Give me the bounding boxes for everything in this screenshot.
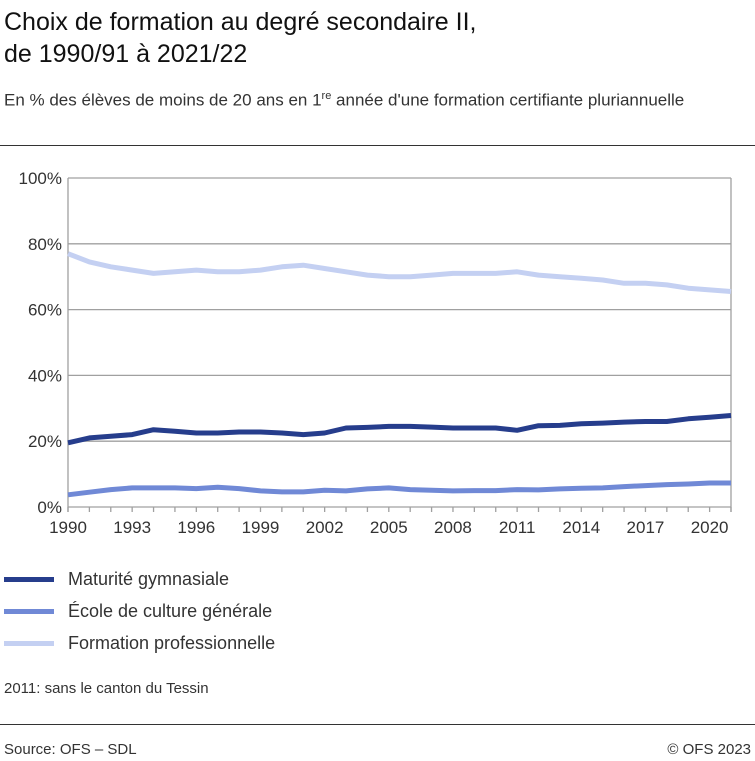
footnote: 2011: sans le canton du Tessin [4, 680, 209, 697]
copyright: © OFS 2023 [667, 741, 751, 758]
chart-title: Choix de formation au degré secondaire I… [4, 6, 744, 70]
legend-swatch [4, 608, 54, 614]
legend-label: Maturité gymnasiale [68, 568, 230, 589]
series-line-2 [67, 251, 732, 294]
x-tick-label: 2017 [627, 518, 665, 537]
title-line-2: de 1990/91 à 2021/22 [4, 40, 248, 68]
x-tick-label: 2020 [691, 518, 729, 537]
legend-item-maturite: Maturité gymnasiale [4, 563, 275, 595]
subtitle-sup: re [321, 90, 332, 102]
y-tick-label: 60% [28, 301, 62, 320]
x-tick-label: 2002 [306, 518, 344, 537]
x-tick-label: 2011 [499, 518, 536, 537]
x-tick-label: 2014 [562, 518, 600, 537]
bottom-divider [0, 724, 755, 725]
line-chart: 0% 20% 40% 60% 80% 100% 1990 1993 1996 1999 2002 20… [19, 169, 732, 537]
subtitle-text: En % des élèves de moins de 20 ans en 1 [4, 90, 322, 110]
y-tick-label: 40% [28, 366, 62, 385]
x-tick-label: 1996 [177, 518, 215, 537]
y-tick-label: 100% [19, 169, 62, 188]
subtitle-rest: année d'une formation certifiante pluria… [331, 90, 685, 110]
chart-subtitle: En % des élèves de moins de 20 ans en 1r… [4, 85, 744, 112]
legend-item-formation-pro: Formation professionnelle [4, 627, 275, 659]
x-tick-label: 2005 [370, 518, 408, 537]
x-tick-label: 1999 [242, 518, 280, 537]
legend-swatch [4, 640, 54, 646]
y-tick-label: 0% [37, 498, 62, 517]
legend: Maturité gymnasiale École de culture gén… [4, 563, 275, 659]
x-tick-label: 1990 [49, 518, 87, 537]
source: Source: OFS – SDL [4, 741, 137, 758]
legend-label: École de culture générale [68, 600, 273, 621]
legend-item-ecg: École de culture générale [4, 595, 275, 627]
x-tick-label: 1993 [113, 518, 151, 537]
x-tick-label: 2008 [434, 518, 472, 537]
top-divider [0, 145, 755, 146]
legend-swatch [4, 576, 54, 582]
title-line-1: Choix de formation au degré secondaire I… [4, 8, 477, 36]
legend-label: Formation professionnelle [68, 632, 276, 653]
y-tick-label: 20% [28, 432, 62, 451]
y-tick-label: 80% [28, 235, 62, 254]
series-line-0 [67, 413, 732, 446]
series-line-1 [67, 480, 731, 498]
